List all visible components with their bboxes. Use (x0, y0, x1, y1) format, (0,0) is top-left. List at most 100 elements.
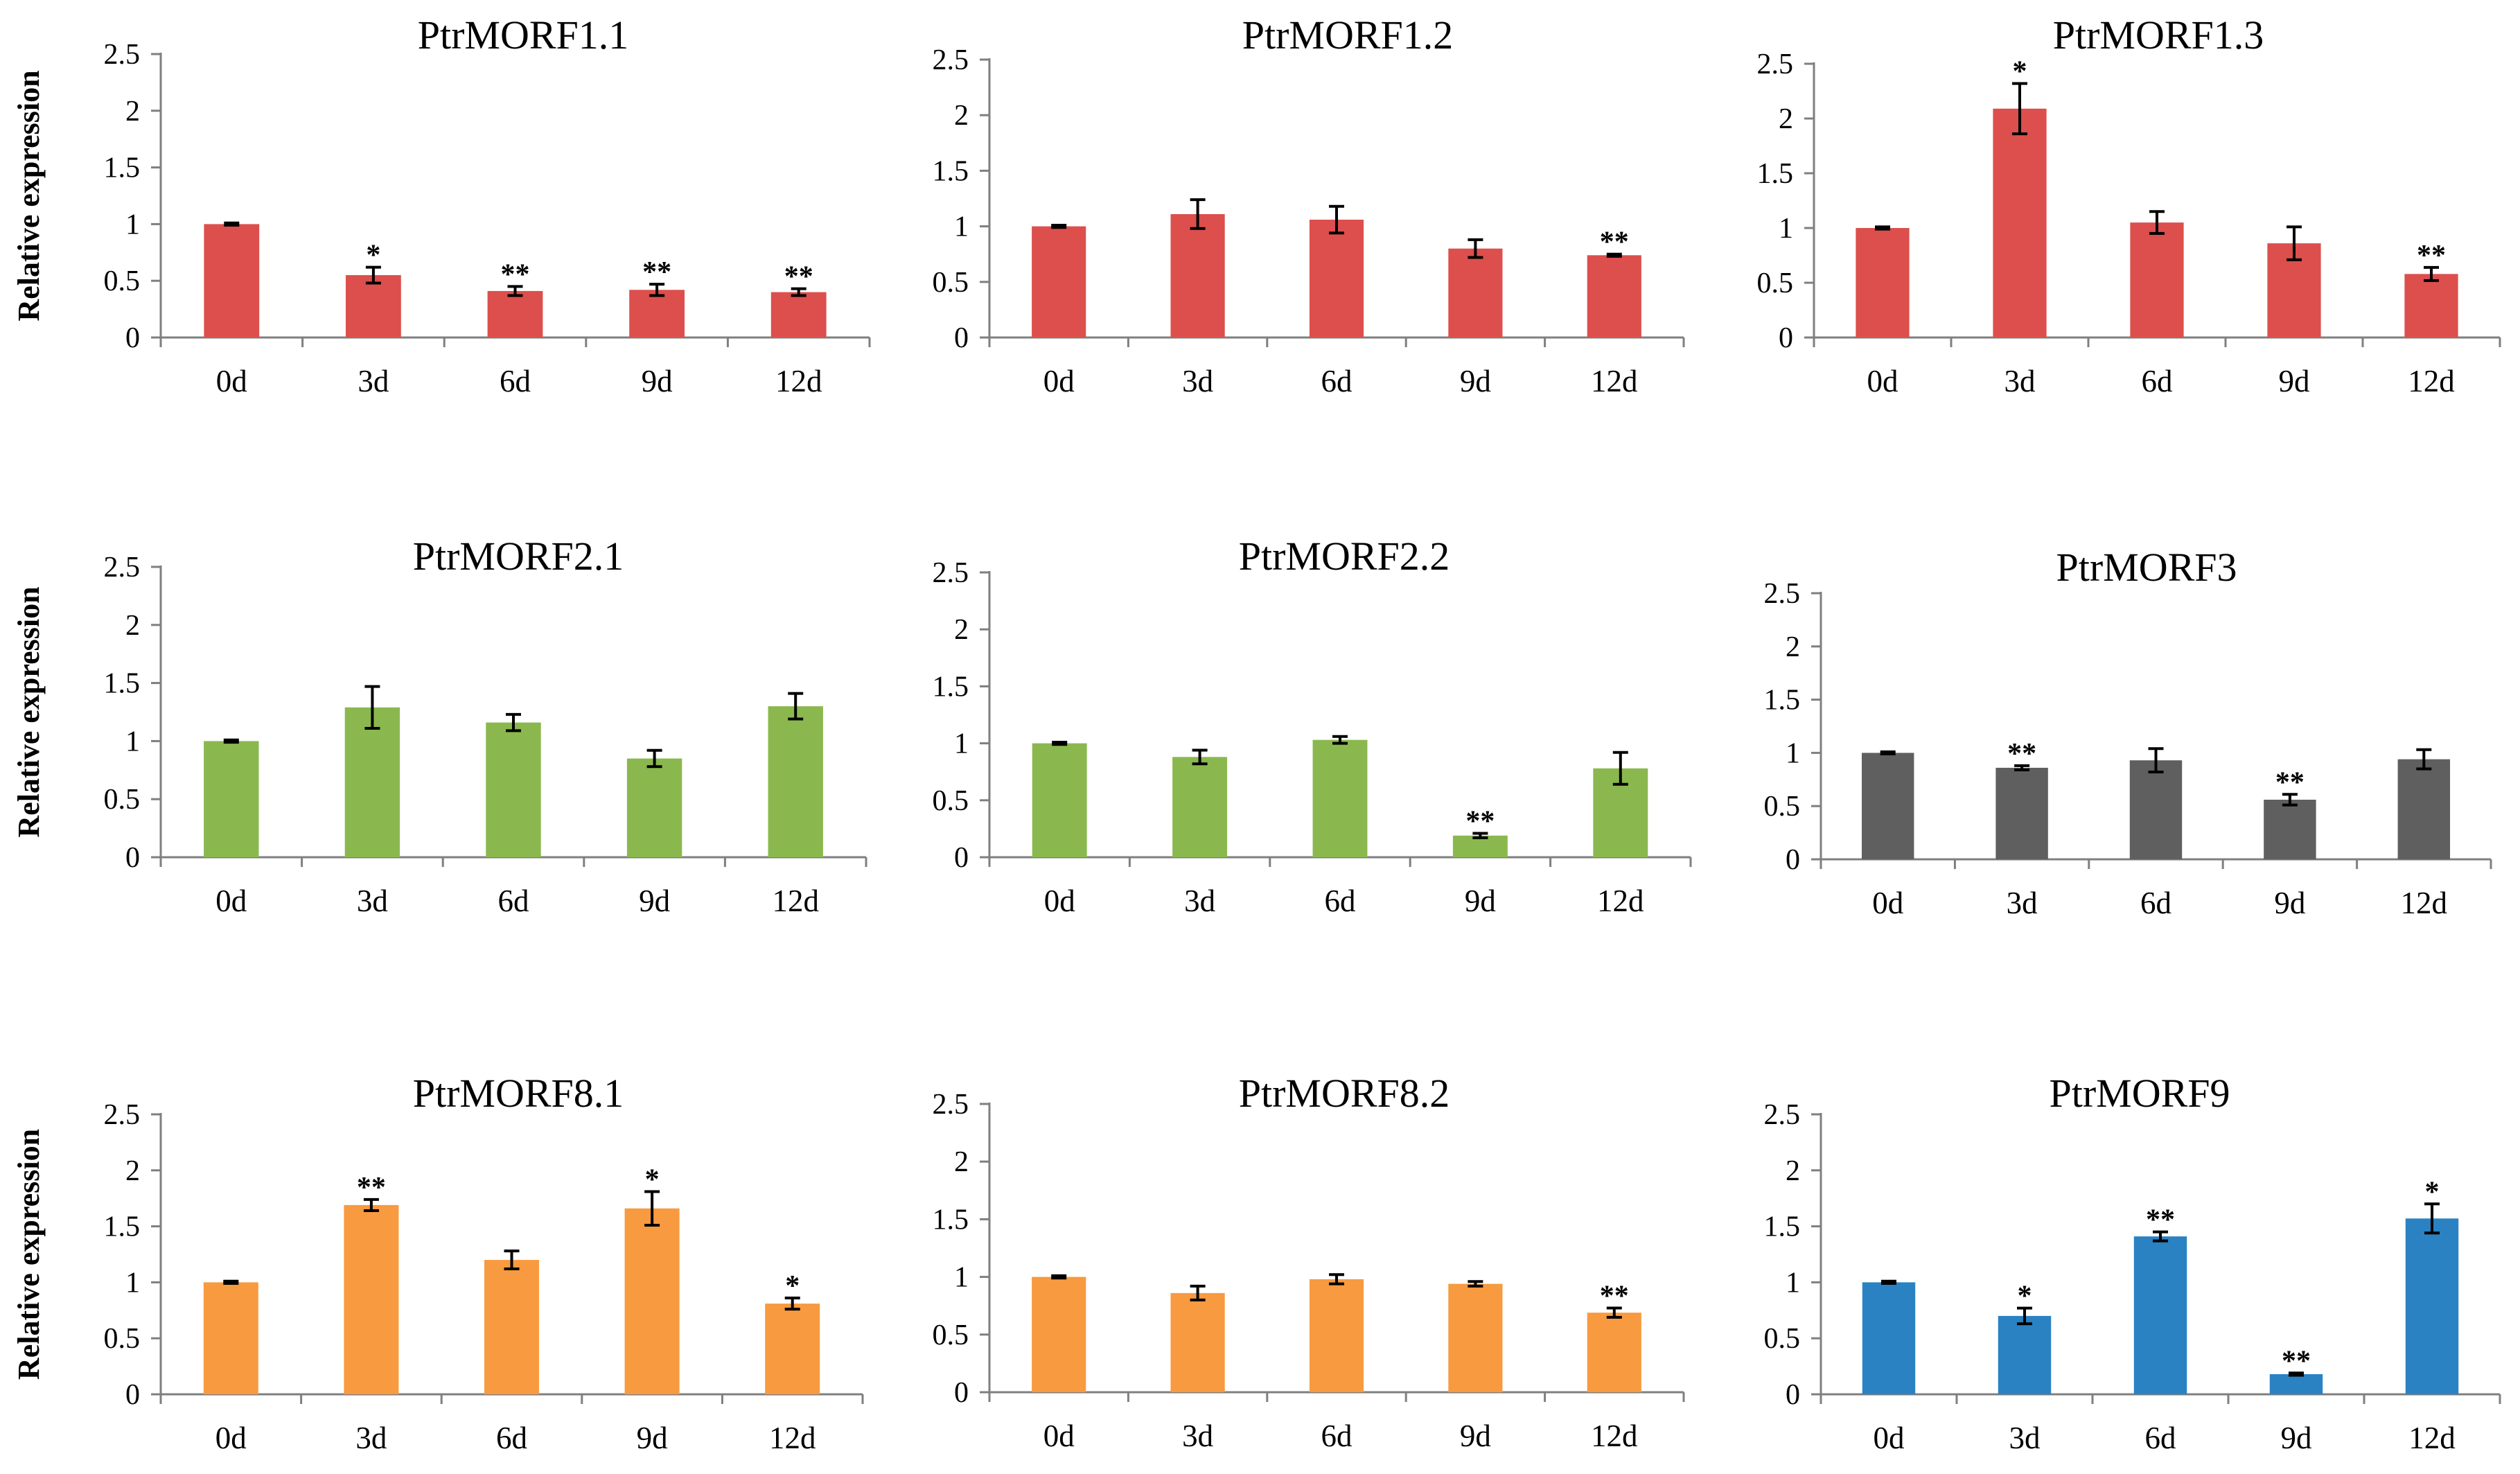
y-tick-label: 0.5 (104, 1323, 141, 1355)
bar (2264, 799, 2316, 859)
x-tick-label: 9d (1465, 884, 1496, 918)
significance-label: ** (642, 256, 671, 288)
y-tick-label: 1.5 (1764, 1211, 1801, 1243)
significance-label: * (2425, 1176, 2440, 1208)
bar (1856, 228, 1910, 337)
x-tick-label: 0d (1043, 1419, 1075, 1453)
significance-label: ** (357, 1172, 386, 1204)
significance-label: * (2013, 55, 2027, 87)
y-tick-label: 0 (954, 1377, 969, 1409)
x-tick-label: 12d (769, 1421, 816, 1455)
y-tick-label: 2.5 (933, 557, 969, 589)
y-tick-label: 2.5 (933, 44, 969, 76)
x-tick-label: 6d (496, 1421, 527, 1455)
bar (768, 706, 823, 857)
y-tick-label: 0.5 (1757, 267, 1794, 299)
bar (1170, 213, 1225, 337)
chart-panel: PtrMORF1.1 Relative expression 0 0.5 1 1.5 2 2.… (12, 12, 871, 398)
bar (770, 292, 827, 337)
chart-title: PtrMORF9 (2049, 1071, 2230, 1116)
chart-panel: PtrMORF8.1 Relative expression 0 0.5 1 1.5 2 2.… (12, 1071, 864, 1455)
x-tick-label: 0d (215, 884, 247, 918)
x-tick-label: 9d (642, 364, 673, 398)
chart-title: PtrMORF8.2 (1239, 1071, 1450, 1116)
bar (204, 741, 259, 857)
bar (1312, 739, 1368, 857)
y-tick-label: 0.5 (1764, 1323, 1801, 1355)
chart-panel: PtrMORF2.2 0 0.5 1 1.5 2 2.5 0d 3d 6d ** 9d 12d (933, 534, 1692, 918)
bar (1309, 219, 1364, 337)
bar (1032, 743, 1087, 857)
x-tick-label: 3d (1184, 884, 1215, 918)
y-tick-label: 0.5 (104, 265, 141, 297)
y-tick-label: 1 (1786, 1267, 1800, 1299)
bar (626, 758, 682, 857)
chart-title: PtrMORF1.2 (1242, 12, 1454, 58)
bar (2130, 222, 2184, 337)
bar (1448, 1283, 1503, 1392)
y-tick-label: 2.5 (104, 39, 141, 71)
y-axis-label: Relative expression (12, 586, 46, 837)
y-tick-label: 2 (954, 100, 969, 132)
bar (1309, 1279, 1364, 1392)
bar (1170, 1292, 1225, 1392)
x-tick-label: 12d (1591, 364, 1638, 398)
y-tick-label: 0 (125, 842, 140, 874)
y-tick-label: 1 (125, 1267, 140, 1299)
significance-label: ** (1600, 1281, 1629, 1313)
y-tick-label: 1.5 (933, 671, 969, 703)
bar (765, 1304, 820, 1394)
x-tick-label: 9d (1460, 1419, 1491, 1453)
y-tick-label: 0.5 (933, 1319, 969, 1351)
bar (1993, 108, 2047, 337)
x-tick-label: 3d (1182, 1419, 1213, 1453)
x-tick-label: 0d (1043, 364, 1075, 398)
x-tick-label: 9d (2281, 1421, 2312, 1455)
y-tick-label: 1.5 (933, 1204, 969, 1236)
significance-label: ** (501, 258, 530, 290)
y-tick-label: 2.5 (1764, 578, 1801, 610)
significance-label: * (366, 240, 380, 272)
x-tick-label: 3d (355, 1421, 387, 1455)
bar (629, 290, 685, 337)
x-tick-label: 9d (2274, 886, 2305, 920)
significance-label: ** (2275, 766, 2305, 798)
bar (203, 1282, 258, 1394)
y-tick-label: 0.5 (104, 784, 141, 816)
chart-title: PtrMORF2.1 (413, 534, 624, 579)
y-tick-label: 2 (125, 1155, 140, 1187)
x-tick-label: 3d (358, 364, 389, 398)
x-tick-label: 0d (216, 364, 247, 398)
chart-panel: PtrMORF1.3 0 0.5 1 1.5 2 2.5 0d * 3d 6d 9d ** 12d (1757, 12, 2501, 398)
x-tick-label: 9d (1460, 364, 1491, 398)
y-tick-label: 0 (1779, 322, 1793, 354)
x-tick-label: 3d (2004, 364, 2036, 398)
y-tick-label: 0 (1786, 844, 1800, 876)
bar (2404, 274, 2458, 337)
chart-panel: PtrMORF3 0 0.5 1 1.5 2 2.5 0d ** 3d 6d ** 9d 12d (1764, 545, 2492, 920)
y-tick-label: 0.5 (1764, 791, 1801, 823)
y-tick-label: 2.5 (104, 552, 141, 584)
significance-label: ** (2417, 240, 2446, 272)
y-tick-label: 1.5 (1764, 685, 1801, 717)
bar (204, 224, 260, 337)
y-tick-label: 2 (125, 610, 140, 642)
y-tick-label: 0 (125, 1379, 140, 1411)
bar (1995, 767, 2048, 859)
x-tick-label: 3d (357, 884, 388, 918)
chart-title: PtrMORF1.3 (2053, 12, 2264, 58)
x-tick-label: 6d (1321, 1419, 1352, 1453)
y-tick-label: 1.5 (104, 1211, 141, 1243)
y-tick-label: 2.5 (1764, 1099, 1801, 1131)
chart-panel: PtrMORF8.2 0 0.5 1 1.5 2 2.5 0d 3d 6d 9d ** 12d (933, 1071, 1685, 1453)
bar (1448, 248, 1503, 337)
x-tick-label: 6d (2140, 886, 2171, 920)
y-tick-label: 1 (954, 728, 969, 760)
y-tick-label: 1.5 (104, 668, 141, 700)
bar (484, 1260, 540, 1394)
x-tick-label: 3d (2007, 886, 2038, 920)
significance-label: ** (1465, 805, 1495, 837)
x-tick-label: 0d (1867, 364, 1898, 398)
significance-label: * (645, 1164, 660, 1196)
